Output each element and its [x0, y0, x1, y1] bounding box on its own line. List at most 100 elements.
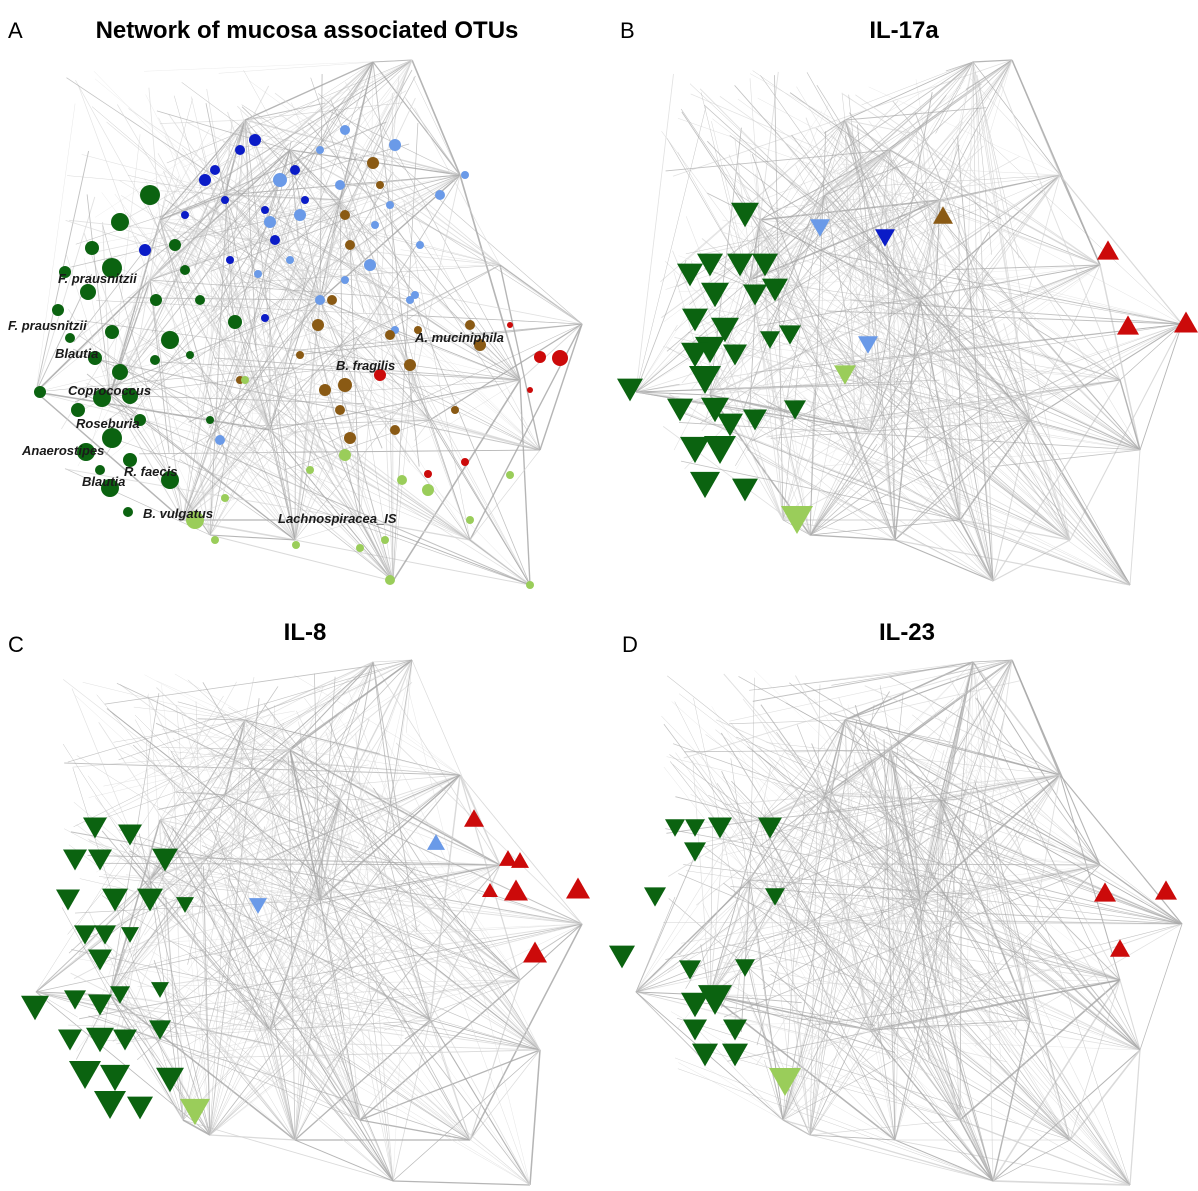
- network-edge: [73, 774, 461, 980]
- network-edge: [519, 323, 583, 381]
- otu-triangle: [682, 308, 708, 332]
- network-edge: [270, 1001, 296, 1141]
- network-edge: [104, 659, 413, 705]
- network-edge: [35, 366, 297, 393]
- network-edge: [269, 759, 541, 1051]
- otu-node: [327, 295, 337, 305]
- network-edge: [939, 661, 974, 801]
- network-edge: [809, 716, 947, 1136]
- network-edge: [213, 815, 296, 1141]
- otu-node: [186, 511, 204, 529]
- network-edge: [280, 864, 501, 913]
- network-edge: [339, 799, 521, 981]
- network-edge: [809, 377, 952, 536]
- network-edge: [722, 962, 1031, 1021]
- otu-node: [344, 432, 356, 444]
- network-edge: [945, 315, 1141, 451]
- network-edge: [768, 967, 994, 1182]
- network-edge: [35, 936, 295, 993]
- network-edge: [689, 83, 921, 301]
- network-edge: [881, 153, 1141, 451]
- panel-c: C IL-8: [8, 619, 590, 1186]
- network-edge: [298, 923, 583, 942]
- network-edge: [35, 991, 211, 1136]
- network-edge: [672, 743, 1183, 925]
- network-edge: [116, 979, 521, 1045]
- network-edge: [864, 685, 1061, 776]
- network-edge: [201, 174, 461, 295]
- network-edge: [66, 77, 521, 381]
- network-edge: [749, 879, 935, 1035]
- network-edge: [1011, 59, 1101, 266]
- network-edge: [265, 449, 394, 582]
- network-edge: [209, 976, 286, 1136]
- network-edge: [809, 1134, 994, 1182]
- network-edge: [207, 753, 521, 981]
- network-edge: [824, 794, 1016, 937]
- network-edge: [966, 61, 974, 305]
- otu-node: [381, 536, 389, 544]
- network-edge: [224, 749, 291, 764]
- network-edge: [696, 749, 891, 906]
- otu-node: [161, 331, 179, 349]
- network-edge: [259, 310, 531, 586]
- network-edge: [182, 1119, 211, 1136]
- network-edge: [824, 794, 934, 921]
- network-edge: [294, 299, 321, 541]
- network-edge: [848, 306, 1141, 451]
- otu-triangle: [781, 506, 813, 534]
- network-edge: [894, 1139, 994, 1182]
- network-edge: [308, 341, 541, 451]
- network-edge: [156, 680, 246, 721]
- network-edge: [289, 799, 341, 887]
- otu-node: [134, 414, 146, 426]
- network-edge: [529, 1049, 541, 1186]
- network-edge: [121, 1024, 184, 1121]
- network-edge: [976, 319, 1071, 541]
- network-edge: [906, 774, 1061, 1003]
- network-edge: [416, 163, 461, 176]
- network-edge: [310, 316, 361, 521]
- network-edge: [824, 61, 974, 164]
- network-edge: [261, 777, 361, 1121]
- network-edge: [891, 815, 896, 1141]
- network-edge: [764, 1059, 784, 1121]
- network-edge: [889, 61, 974, 151]
- network-edge: [217, 833, 321, 901]
- network-edge: [782, 247, 900, 521]
- network-edge: [770, 974, 1071, 1141]
- network-edge: [860, 1036, 1131, 1186]
- network-edge: [373, 787, 541, 1051]
- network-edge: [909, 780, 921, 901]
- network-edge: [730, 872, 1131, 1186]
- network-edge: [186, 1046, 296, 1141]
- network-edge: [1001, 755, 1061, 776]
- otu-node: [340, 125, 350, 135]
- network-edge: [827, 397, 1141, 451]
- network-edge: [179, 794, 226, 820]
- network-edge: [825, 252, 1183, 325]
- network-edge: [146, 199, 341, 383]
- otu-node: [199, 174, 211, 186]
- network-edge: [373, 188, 394, 582]
- network-edge: [732, 1047, 961, 1121]
- otu-node: [123, 453, 137, 467]
- network-edge: [372, 61, 461, 176]
- network-edge: [146, 661, 374, 777]
- network-edge: [919, 899, 930, 1061]
- network-edge: [224, 119, 246, 196]
- network-edge: [823, 119, 846, 134]
- network-edge: [831, 661, 974, 686]
- otu-node: [376, 181, 384, 189]
- otu-triangle: [779, 325, 801, 345]
- network-edge: [269, 778, 390, 1031]
- network-edge: [343, 960, 361, 1121]
- network-edge: [915, 79, 994, 582]
- network-edge: [1016, 952, 1121, 981]
- network-edge: [1012, 826, 1131, 1186]
- otu-triangle: [121, 927, 139, 943]
- network-edge: [687, 119, 846, 260]
- network-edge: [149, 712, 364, 881]
- network-edge: [772, 939, 961, 1121]
- network-edge: [365, 59, 413, 150]
